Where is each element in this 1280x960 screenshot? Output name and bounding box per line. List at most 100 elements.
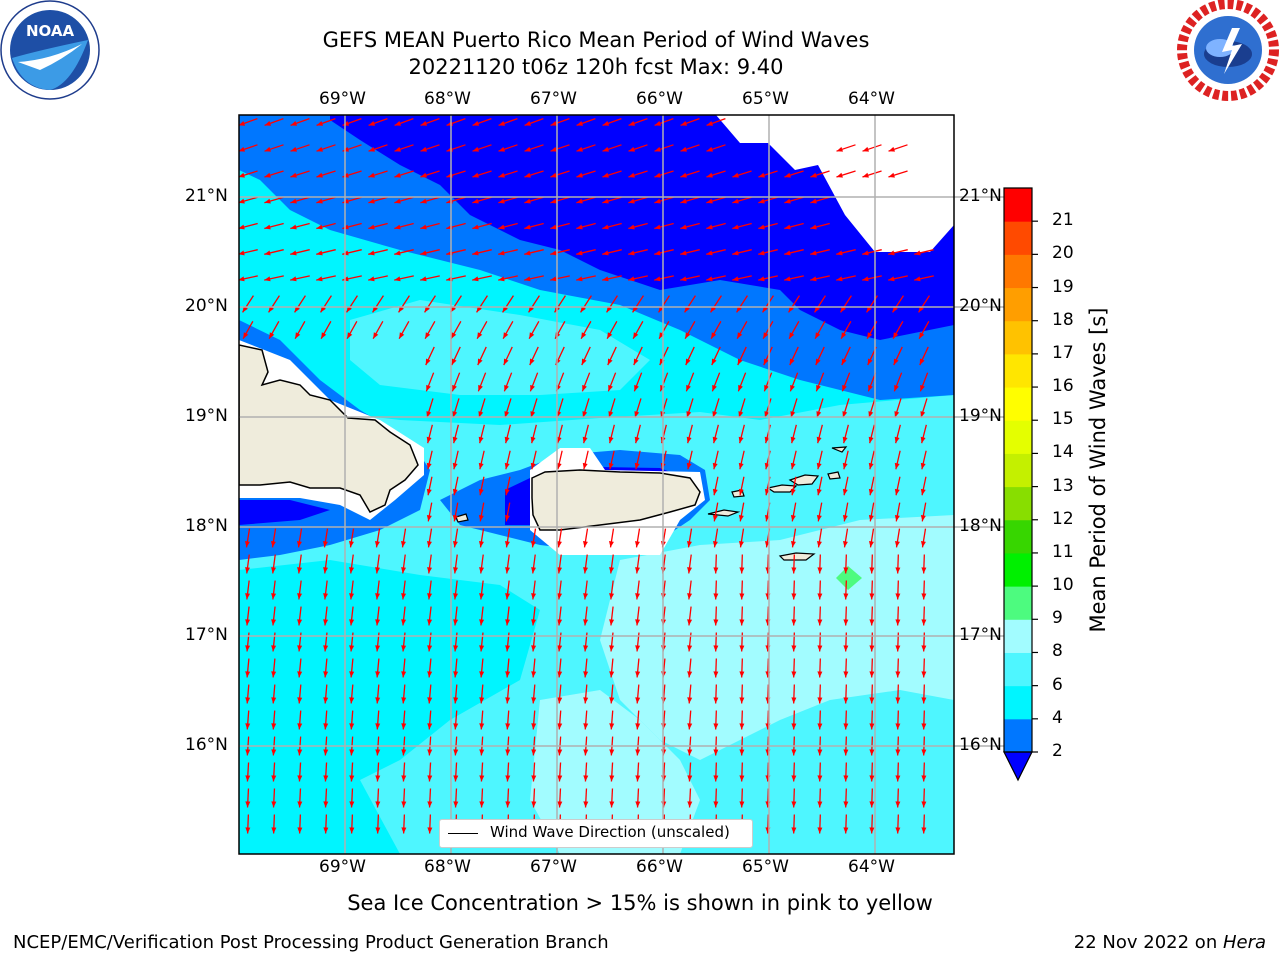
wind-wave-arrow-head [582,462,588,470]
wind-wave-arrow-head [739,749,745,756]
colorbar-tick-label: 4 [1052,707,1063,728]
wind-wave-arrow-head [479,801,485,808]
wind-wave-arrow-head [478,384,483,392]
lon-tick-top-69w: 69°W [319,89,366,109]
wind-wave-arrow-head [531,723,537,730]
wind-wave-arrow-head [505,775,511,782]
wind-wave-arrow-head [453,619,459,626]
wind-wave-arrow-head [868,541,874,548]
wind-wave-arrow-head [686,541,692,548]
wind-wave-arrow-head [245,749,251,756]
svg-text:NOAA: NOAA [26,22,75,40]
wind-wave-arrow-head [685,358,691,366]
wind-wave-arrow-head [687,697,693,704]
wind-wave-arrow-head [375,827,381,834]
colorbar-segment [1004,453,1032,488]
wind-wave-arrow-head [758,198,765,204]
wind-wave-arrow-head [815,332,821,339]
wind-wave-arrow-head [556,436,562,444]
wind-wave-arrow-head [452,514,458,522]
wind-wave-arrow-head [504,384,509,392]
wind-wave-arrow-head [323,645,329,652]
wind-wave-arrow-head [602,198,609,204]
wind-wave-arrow-head [401,567,407,574]
map-frame [238,114,955,855]
wind-wave-arrow-head [557,593,563,600]
wind-wave-arrow-head [349,619,355,626]
wind-wave-arrow-head [712,411,718,418]
wind-wave-arrow-head [738,384,743,392]
wind-wave-arrow-head [530,384,535,392]
wind-wave-arrow-head [239,198,245,204]
wind-wave-arrow-head [271,645,277,652]
wind-wave-arrow-head [244,541,250,548]
wind-wave-arrow-head [687,775,693,782]
wind-wave-arrow-head [479,775,485,782]
wind-wave-arrow-head [654,224,661,230]
wind-wave-arrow-head [687,593,693,600]
wind-wave-arrow-head [452,411,458,418]
wind-wave-arrow-head [582,436,588,444]
wind-wave-arrow-head [316,224,323,230]
wind-wave-arrow-head [921,749,927,756]
wind-wave-arrow-head [687,619,693,626]
lat-tick-right-16n: 16°N [959,735,1002,755]
wind-wave-arrow-head [628,172,635,178]
wind-wave-arrow-head [420,146,428,152]
wind-wave-arrow-head [401,593,407,600]
wind-wave-arrow-head [920,411,926,418]
wind-wave-arrow-head [609,801,615,808]
wind-wave-arrow-head [245,775,251,782]
wind-wave-arrow-head [498,276,505,282]
footer-credit: NCEP/EMC/Verification Post Processing Pr… [13,932,609,953]
wind-wave-arrow-head [920,541,926,548]
colorbar-segment [1004,519,1032,554]
wind-wave-arrow-head [784,250,791,256]
wind-wave-arrow-head [842,436,848,444]
wind-wave-arrow-head [680,224,687,230]
wind-wave-arrow-head [297,697,303,704]
wind-wave-arrow-head [895,619,901,626]
period-band-4-6-southwest-2 [239,730,400,854]
wind-wave-arrow-head [582,384,587,392]
wind-wave-arrow-head [791,619,797,626]
wind-wave-arrow-head [290,276,297,282]
wind-wave-arrow-head [531,645,537,652]
wind-wave-arrow-head [895,645,901,652]
wind-wave-arrow-head [342,146,350,152]
wind-wave-arrow-head [894,514,900,522]
wind-wave-arrow-head [498,224,505,230]
wind-wave-arrow-head [921,671,927,678]
wind-wave-arrow-head [530,462,536,470]
wind-wave-arrow-head [401,697,407,704]
wind-wave-arrow-head [453,749,459,756]
lon-tick-bottom-66w: 66°W [636,857,683,877]
wind-wave-arrow-head [316,276,323,282]
wind-wave-arrow-head [739,567,745,574]
wind-wave-arrow-head [271,593,277,600]
wind-wave-arrow-head [869,827,875,834]
wind-wave-arrow-head [477,332,483,339]
graticule [239,115,1010,854]
footer-machine: Hera [1222,932,1266,953]
wind-wave-arrow-head [427,593,433,600]
wind-wave-arrow-head [271,619,277,626]
wind-wave-arrow-head [323,801,329,808]
wind-wave-arrow-head [453,801,459,808]
wind-wave-arrow-head [895,775,901,782]
wind-wave-arrow-head [394,146,402,152]
wind-wave-arrow-head [524,224,531,230]
sea-ice-note: Sea Ice Concentration > 15% is shown in … [347,891,933,915]
wind-wave-arrow-head [479,723,485,730]
wind-wave-arrow-head [817,827,823,834]
wind-wave-arrow-head [919,332,925,339]
wind-wave-arrow-head [888,250,895,256]
wind-wave-arrow-head [712,462,718,470]
wind-wave-arrow-head [472,224,479,230]
wind-wave-arrow-head [290,224,297,230]
wind-wave-arrow-head [426,462,432,470]
wind-wave-arrow-head [451,332,457,339]
wind-wave-arrow-head [425,332,431,339]
lon-tick-bottom-69w: 69°W [319,857,366,877]
wind-wave-arrow-head [427,801,433,808]
